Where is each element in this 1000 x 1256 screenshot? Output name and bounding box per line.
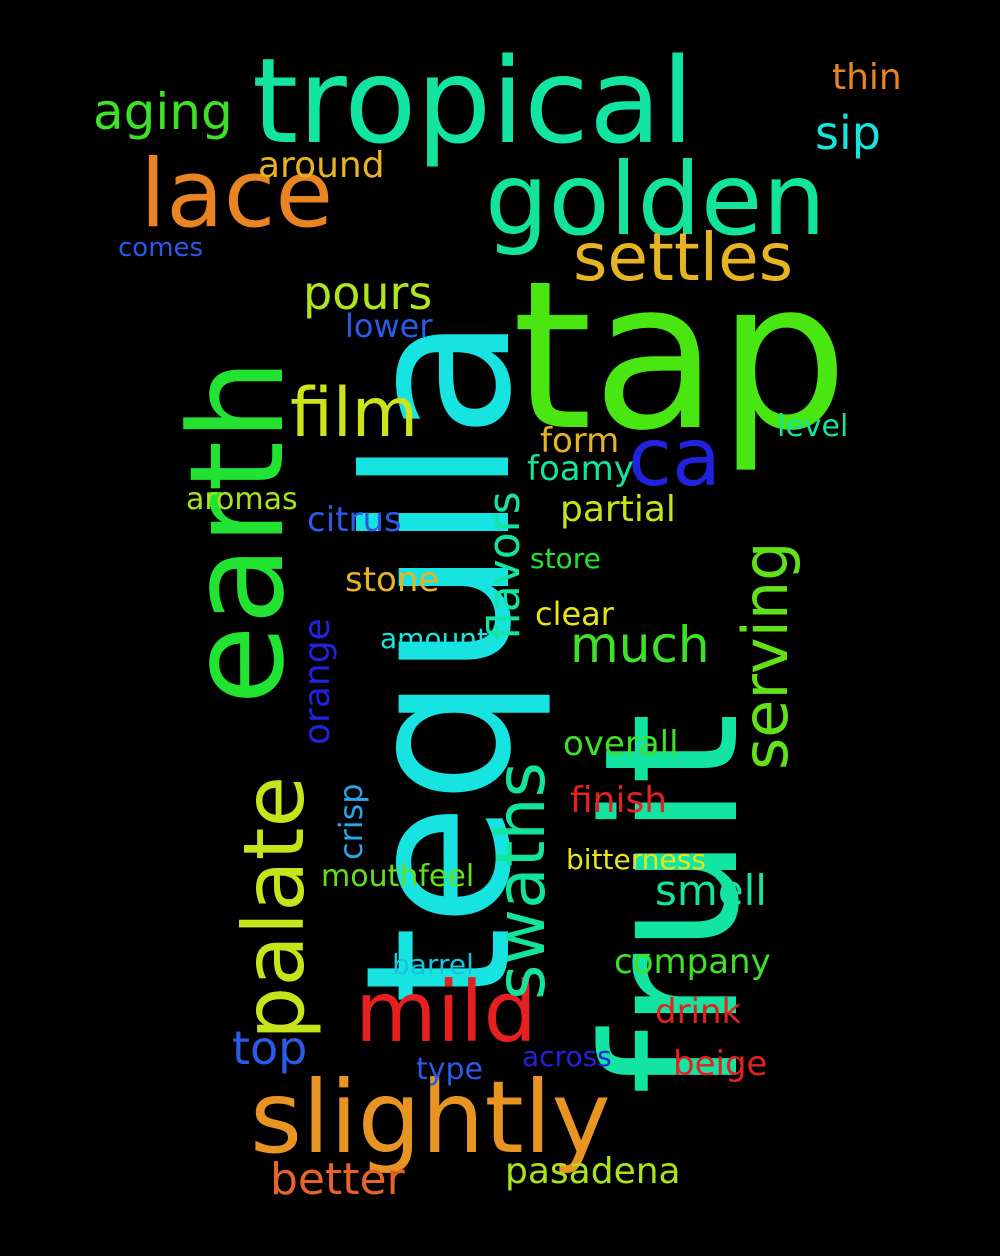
word-earth: earth: [161, 358, 313, 705]
word-thin: thin: [832, 57, 902, 98]
word-mild: mild: [355, 963, 537, 1061]
word-type: type: [416, 1052, 484, 1087]
word-bitterness: bitterness: [566, 843, 706, 876]
word-tropical: tropical: [252, 32, 695, 170]
word-clear: clear: [535, 595, 614, 633]
word-drink: drink: [655, 992, 742, 1032]
word-top: top: [232, 1021, 308, 1075]
word-swaths: swaths: [482, 762, 561, 1000]
word-ca: ca: [628, 411, 722, 504]
word-amount: amount: [380, 622, 489, 655]
word-level: level: [777, 409, 849, 444]
word-serving: serving: [729, 541, 802, 770]
word-aromas: aromas: [186, 482, 298, 517]
word-much: much: [570, 616, 710, 674]
word-store: store: [530, 542, 601, 575]
word-form: form: [540, 421, 620, 461]
word-flavors: flavors: [479, 491, 530, 640]
word-company: company: [614, 942, 771, 982]
word-settles: settles: [573, 219, 794, 296]
word-golden: golden: [485, 141, 826, 258]
word-lower: lower: [345, 307, 433, 345]
word-comes: comes: [118, 233, 204, 263]
word-film: film: [290, 374, 418, 453]
word-overall: overall: [563, 724, 679, 764]
word-across: across: [522, 1040, 612, 1073]
word-foamy: foamy: [527, 449, 634, 489]
word-lace: lace: [140, 140, 334, 249]
word-slightly: slightly: [250, 1059, 611, 1176]
word-better: better: [270, 1154, 405, 1205]
word-stone: stone: [345, 560, 440, 600]
word-sip: sip: [815, 106, 881, 160]
word-pasadena: pasadena: [505, 1151, 681, 1192]
word-crisp: crisp: [332, 783, 370, 860]
word-pours: pours: [303, 266, 433, 320]
word-around: around: [258, 145, 385, 186]
word-tap: tap: [512, 238, 849, 476]
word-palate: palate: [225, 775, 323, 1040]
word-beige: beige: [673, 1044, 768, 1084]
word-mouthfeel: mouthfeel: [321, 859, 475, 894]
word-barrel: barrel: [392, 948, 474, 981]
word-aging: aging: [93, 83, 233, 141]
word-smell: smell: [655, 866, 767, 915]
word-partial: partial: [560, 489, 676, 530]
word-orange: orange: [297, 618, 338, 745]
word-finish: finish: [570, 780, 668, 821]
word-citrus: citrus: [307, 500, 402, 540]
